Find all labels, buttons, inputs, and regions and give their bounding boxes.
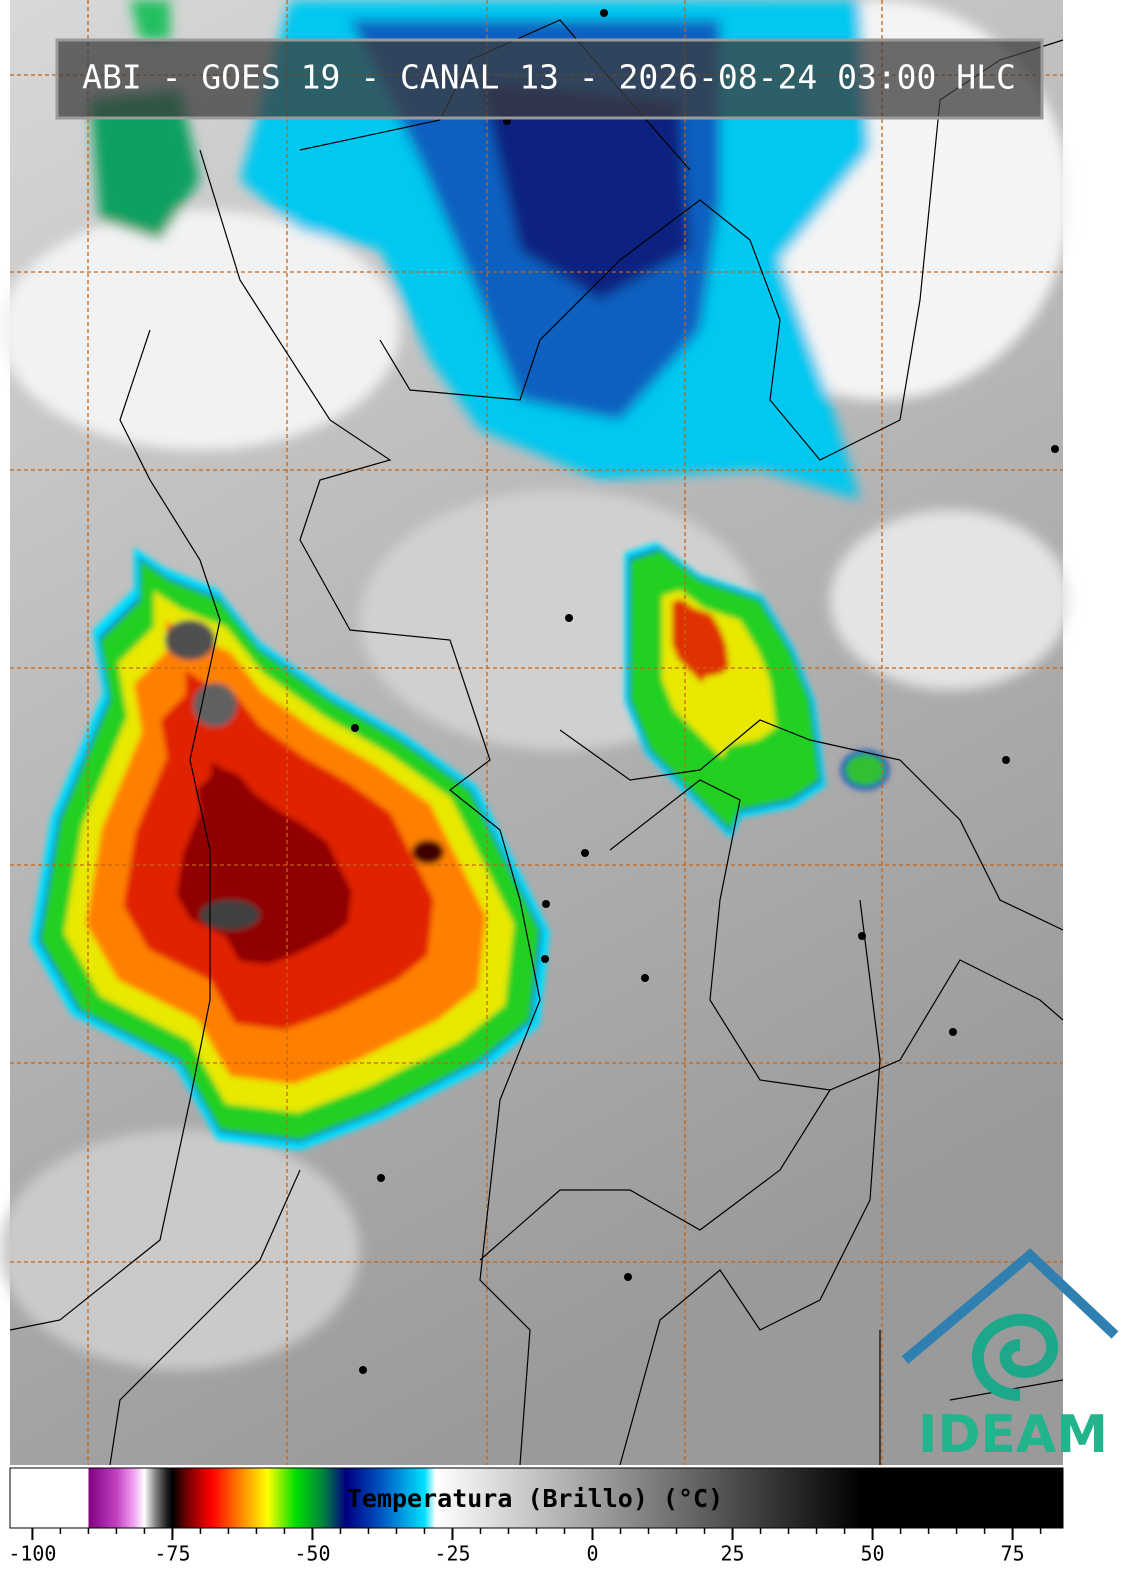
logo-text: IDEAM	[918, 1405, 1108, 1465]
title: ABI - GOES 19 - CANAL 13 - 2026-08-24 03…	[82, 58, 1016, 97]
tick-label: -75	[154, 1542, 190, 1566]
colorbar: Temperatura (Brillo) (°C) -100 -75 -50 -25 0…	[8, 1467, 1064, 1566]
tick-label: -100	[8, 1542, 56, 1566]
map	[0, 0, 1070, 1466]
colorbar-label: Temperatura (Brillo) (°C)	[347, 1484, 723, 1513]
tick-label: -50	[294, 1542, 330, 1566]
logo: IDEAM	[901, 1248, 1119, 1465]
borders	[9, 19, 1064, 1466]
tick-label: -25	[434, 1542, 470, 1566]
tick-label: 75	[1001, 1542, 1025, 1566]
tick-label: 0	[586, 1542, 598, 1566]
logo-roof	[901, 1248, 1119, 1364]
tick-label: 50	[861, 1542, 885, 1566]
cities	[351, 9, 1059, 1374]
title-box: ABI - GOES 19 - CANAL 13 - 2026-08-24 03…	[55, 38, 1044, 120]
title-background	[55, 38, 1044, 120]
tick-label: 25	[720, 1542, 744, 1566]
colorbar-ramp	[9, 1467, 1064, 1529]
logo-swirl	[972, 1313, 1058, 1401]
